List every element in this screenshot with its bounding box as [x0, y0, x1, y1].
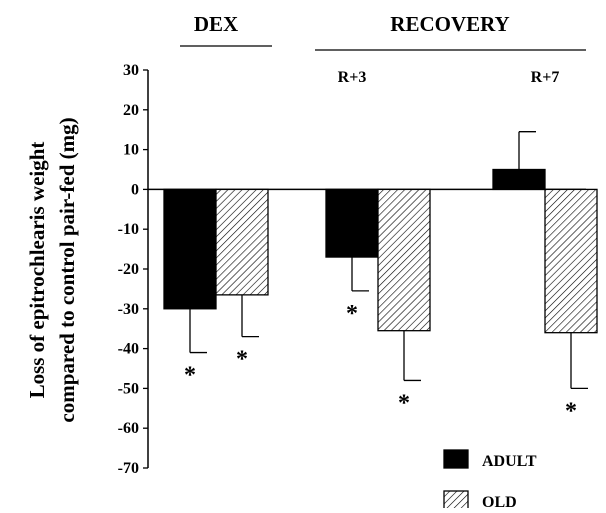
y-tick-label: -30	[118, 301, 139, 318]
y-tick-label: 0	[131, 181, 139, 198]
category-label: R+7	[531, 69, 560, 86]
significance-marker: *	[184, 363, 196, 389]
y-tick-label: -50	[118, 380, 139, 397]
bars: * * R+3 * * R+7 *	[163, 69, 598, 424]
y-tick-label: -70	[118, 460, 139, 477]
bar-old	[215, 188, 269, 296]
group-label-recovery: RECOVERY	[390, 12, 509, 36]
bar-old	[544, 188, 598, 334]
significance-marker: *	[346, 301, 358, 327]
legend-swatch-adult	[443, 449, 469, 469]
y-tick-label: 20	[123, 102, 139, 119]
bar-adult	[492, 168, 546, 191]
y-tick-label: -20	[118, 261, 139, 278]
y-axis-label-line2: compared to control pair-fed (mg)	[55, 117, 79, 422]
significance-marker: *	[236, 347, 248, 373]
legend: ADULT OLD	[443, 449, 537, 511]
bar-adult	[325, 188, 379, 258]
y-tick-label: -10	[118, 221, 139, 238]
y-tick-label: -60	[118, 420, 139, 437]
legend-label-adult: ADULT	[482, 453, 537, 470]
y-tick-label: 30	[123, 62, 139, 79]
y-axis-label-line1: Loss of epitrochlearis weight	[25, 142, 49, 399]
legend-swatch-old	[443, 490, 469, 510]
legend-label-old: OLD	[482, 494, 517, 508]
significance-marker: *	[398, 390, 410, 416]
significance-marker: *	[565, 398, 577, 424]
bar-old	[377, 188, 431, 332]
y-tick-label: 10	[123, 142, 139, 159]
y-axis-title: Loss of epitrochlearis weight compared t…	[25, 117, 79, 422]
category-label: R+3	[338, 69, 367, 86]
bar-adult	[163, 188, 217, 310]
y-tick-label: -40	[118, 341, 139, 358]
group-label-dex: DEX	[194, 12, 238, 36]
